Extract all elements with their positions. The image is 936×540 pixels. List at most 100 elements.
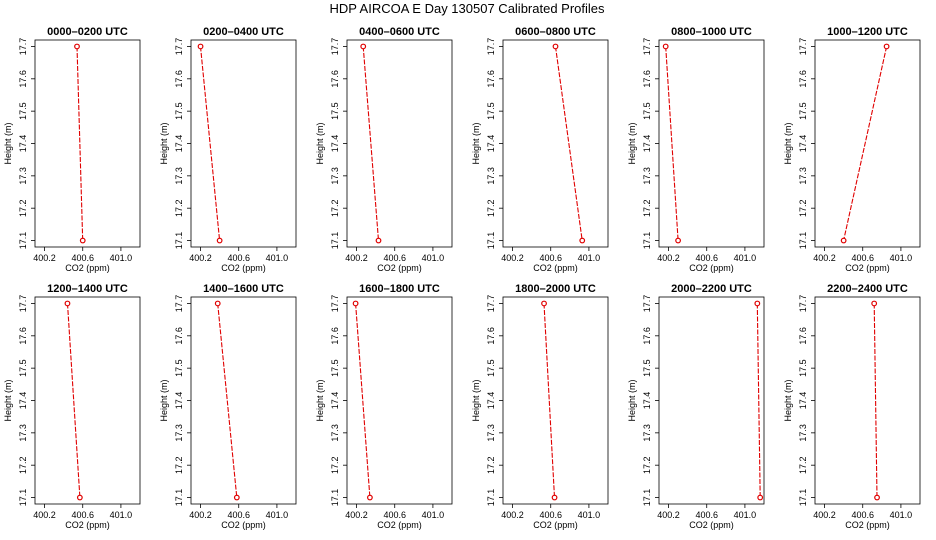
- y-tick-label: 17.7: [330, 38, 340, 56]
- profile-panel-8: 1400–1600 UTC 400.2 400.6 401.0 17.1 17.2 17.3…: [159, 283, 297, 530]
- x-tick-label: 401.0: [110, 253, 133, 263]
- x-axis-label: CO2 (ppm): [377, 520, 422, 530]
- x-tick-label: 400.6: [227, 253, 250, 263]
- x-axis-label: CO2 (ppm): [533, 520, 578, 530]
- y-tick-label: 17.3: [18, 424, 28, 442]
- y-tick-label: 17.7: [18, 295, 28, 313]
- y-tick-label: 17.6: [798, 327, 808, 345]
- panel-title: 0200–0400 UTC: [203, 26, 284, 38]
- panel-title: 1600–1800 UTC: [359, 283, 440, 295]
- plot-frame: [34, 296, 141, 505]
- x-tick-label: 400.2: [813, 510, 836, 520]
- y-tick-label: 17.3: [486, 424, 496, 442]
- plot-frame: [346, 296, 453, 505]
- profile-panel-3: 0400–0600 UTC 400.2 400.6 401.0 17.1 17.2 17.3…: [315, 26, 453, 273]
- y-tick-label: 17.5: [330, 359, 340, 377]
- x-tick-label: 400.2: [189, 253, 212, 263]
- y-tick-label: 17.4: [174, 392, 184, 410]
- x-tick-label: 400.2: [501, 253, 524, 263]
- y-axis-label: Height (m): [159, 122, 169, 164]
- y-tick-label: 17.5: [486, 102, 496, 120]
- y-tick-label: 17.5: [18, 359, 28, 377]
- y-tick-label: 17.6: [174, 327, 184, 345]
- y-tick-label: 17.5: [174, 359, 184, 377]
- y-tick-label: 17.4: [486, 392, 496, 410]
- y-tick-label: 17.6: [642, 70, 652, 88]
- plot-frame: [502, 39, 609, 248]
- y-tick-label: 17.5: [642, 359, 652, 377]
- x-axis-label: CO2 (ppm): [221, 520, 266, 530]
- plot-frame: [190, 296, 297, 505]
- y-tick-label: 17.3: [330, 167, 340, 185]
- x-tick-label: 400.2: [345, 253, 368, 263]
- profile-line: [665, 46, 679, 241]
- panel-title: 1400–1600 UTC: [203, 283, 284, 295]
- y-tick-label: 17.7: [798, 295, 808, 313]
- panel-title: 1200–1400 UTC: [47, 283, 128, 295]
- y-tick-label: 17.2: [798, 456, 808, 474]
- y-axis-label: Height (m): [471, 379, 481, 421]
- y-tick-label: 17.2: [330, 199, 340, 217]
- y-tick-label: 17.7: [486, 38, 496, 56]
- y-tick-label: 17.5: [798, 102, 808, 120]
- y-tick-label: 17.3: [18, 167, 28, 185]
- y-tick-label: 17.6: [18, 327, 28, 345]
- y-axis-label: Height (m): [471, 122, 481, 164]
- profile-line: [355, 303, 371, 498]
- panel-title: 1000–1200 UTC: [827, 26, 908, 38]
- x-tick-label: 401.0: [890, 510, 913, 520]
- y-tick-label: 17.2: [642, 456, 652, 474]
- profile-line: [543, 303, 556, 498]
- y-tick-label: 17.6: [798, 70, 808, 88]
- y-tick-label: 17.7: [642, 295, 652, 313]
- y-tick-label: 17.6: [174, 70, 184, 88]
- x-tick-label: 401.0: [266, 253, 289, 263]
- data-point: [840, 237, 847, 244]
- y-tick-label: 17.1: [486, 232, 496, 250]
- y-tick-label: 17.1: [642, 489, 652, 507]
- y-axis-label: Height (m): [627, 122, 637, 164]
- x-tick-label: 400.6: [695, 510, 718, 520]
- profile-line: [873, 303, 878, 498]
- profile-line: [362, 46, 380, 241]
- data-point: [367, 494, 373, 501]
- y-tick-label: 17.3: [174, 424, 184, 442]
- y-tick-label: 17.4: [174, 135, 184, 153]
- x-tick-label: 401.0: [422, 510, 445, 520]
- x-tick-label: 401.0: [578, 253, 601, 263]
- data-point: [216, 237, 223, 244]
- panel-title: 0000–0200 UTC: [47, 26, 128, 38]
- y-tick-label: 17.1: [798, 489, 808, 507]
- y-tick-label: 17.5: [642, 102, 652, 120]
- y-tick-label: 17.5: [174, 102, 184, 120]
- data-point: [579, 237, 586, 244]
- x-tick-label: 401.0: [890, 253, 913, 263]
- y-tick-label: 17.7: [486, 295, 496, 313]
- y-axis-label: Height (m): [159, 379, 169, 421]
- y-tick-label: 17.3: [798, 167, 808, 185]
- x-axis-label: CO2 (ppm): [689, 263, 734, 273]
- y-tick-label: 17.1: [18, 489, 28, 507]
- x-axis-label: CO2 (ppm): [65, 263, 110, 273]
- y-tick-label: 17.6: [18, 70, 28, 88]
- y-tick-label: 17.2: [798, 199, 808, 217]
- x-tick-label: 400.6: [383, 253, 406, 263]
- profile-panel-2: 0200–0400 UTC 400.2 400.6 401.0 17.1 17.2 17.3…: [159, 26, 297, 273]
- profile-line: [554, 46, 583, 241]
- profile-panel-11: 2000–2200 UTC 400.2 400.6 401.0 17.1 17.2 17.3…: [627, 283, 765, 530]
- x-tick-label: 400.6: [695, 253, 718, 263]
- x-tick-label: 400.2: [189, 510, 212, 520]
- panel-title: 2000–2200 UTC: [671, 283, 752, 295]
- y-tick-label: 17.4: [18, 135, 28, 153]
- y-axis-label: Height (m): [315, 122, 325, 164]
- panel-title: 1800–2000 UTC: [515, 283, 596, 295]
- plot-frame: [34, 39, 141, 248]
- data-point: [662, 43, 669, 50]
- y-tick-label: 17.2: [18, 199, 28, 217]
- y-tick-label: 17.6: [486, 327, 496, 345]
- y-tick-label: 17.3: [798, 424, 808, 442]
- profile-line: [217, 303, 238, 498]
- y-axis-label: Height (m): [783, 122, 793, 164]
- x-tick-label: 400.2: [501, 510, 524, 520]
- y-tick-label: 17.6: [330, 70, 340, 88]
